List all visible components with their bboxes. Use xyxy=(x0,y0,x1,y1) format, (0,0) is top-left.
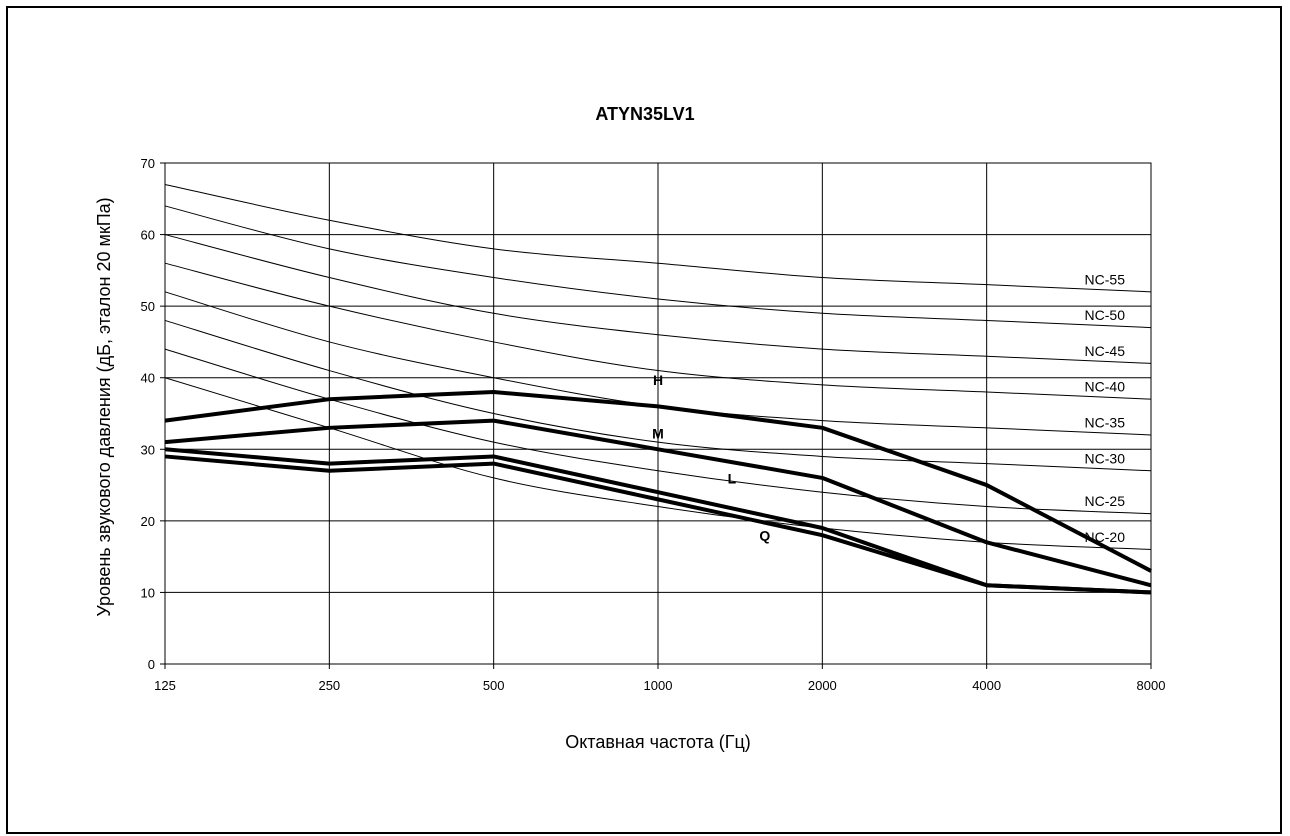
series-label-h: H xyxy=(653,372,663,388)
series-label-l: L xyxy=(728,470,737,486)
y-tick-label: 70 xyxy=(141,156,155,171)
nc-label-nc-45: NC-45 xyxy=(1085,343,1126,359)
y-tick-label: 40 xyxy=(141,371,155,386)
nc-curve-nc-40 xyxy=(164,262,1152,400)
nc-label-nc-30: NC-30 xyxy=(1085,450,1126,466)
x-tick-label: 1000 xyxy=(644,678,673,693)
chart-frame xyxy=(6,6,1282,834)
series-layer: H M L Q xyxy=(164,372,1152,595)
series-label-q: Q xyxy=(759,528,770,544)
nc-label-nc-35: NC-35 xyxy=(1085,414,1126,430)
nc-curve-nc-30 xyxy=(164,319,1152,472)
series-line-m xyxy=(164,418,1152,588)
nc-label-nc-40: NC-40 xyxy=(1085,379,1126,395)
x-tick-label: 500 xyxy=(483,678,505,693)
x-tick-label: 2000 xyxy=(808,678,837,693)
grid-layer xyxy=(164,162,1152,665)
nc-curves-layer: NC-55 NC-50 NC-45 NC-40 NC-35 NC-30 NC-25 NC-20 xyxy=(164,183,1152,550)
ticks-layer: 0 10 20 30 40 50 60 70 125 250 500 1000 2000 4000 8000 xyxy=(141,156,1166,693)
y-tick-label: 0 xyxy=(148,657,155,672)
nc-label-nc-55: NC-55 xyxy=(1085,271,1126,287)
nc-label-nc-20: NC-20 xyxy=(1085,529,1126,545)
nc-label-nc-50: NC-50 xyxy=(1085,307,1126,323)
x-axis-label: Октавная частота (Гц) xyxy=(565,732,751,752)
y-tick-label: 20 xyxy=(141,514,155,529)
x-tick-label: 4000 xyxy=(972,678,1001,693)
x-tick-label: 125 xyxy=(154,678,176,693)
series-label-m: M xyxy=(652,426,664,442)
y-axis-label: Уровень звукового давления (дБ, эталон 2… xyxy=(94,197,114,616)
nc-label-nc-25: NC-25 xyxy=(1085,493,1126,509)
chart-title: ATYN35LV1 xyxy=(595,104,694,124)
nc-curve-nc-50 xyxy=(164,205,1152,329)
nc-curve-nc-55 xyxy=(164,183,1152,293)
y-tick-label: 50 xyxy=(141,299,155,314)
y-tick-label: 10 xyxy=(141,585,155,600)
y-tick-label: 30 xyxy=(141,442,155,457)
y-tick-label: 60 xyxy=(141,228,155,243)
x-tick-label: 8000 xyxy=(1137,678,1166,693)
x-tick-label: 250 xyxy=(318,678,340,693)
nc-curve-nc-45 xyxy=(164,234,1152,364)
series-line-q xyxy=(164,454,1152,595)
series-line-h xyxy=(164,390,1152,573)
